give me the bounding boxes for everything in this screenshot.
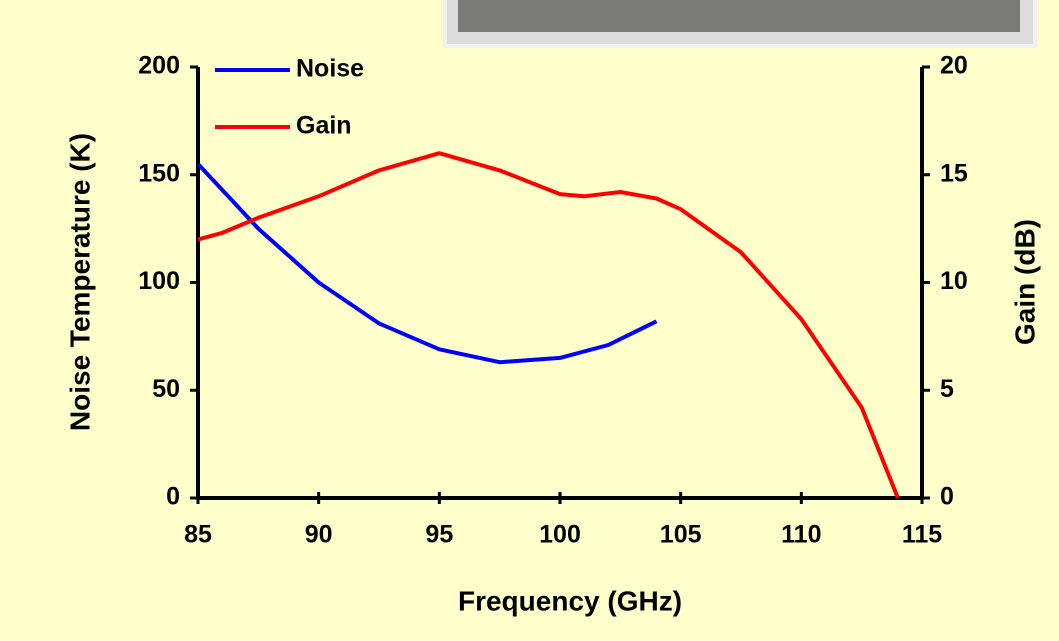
x-tick-label: 85 xyxy=(184,521,212,549)
x-tick-label: 115 xyxy=(902,521,942,549)
y-tick-label: 0 xyxy=(166,483,180,511)
y-tick-label: 50 xyxy=(152,375,180,403)
y2-tick-label: 15 xyxy=(940,159,968,187)
x-axis-label: Frequency (GHz) xyxy=(458,585,682,616)
photo xyxy=(458,0,1020,32)
y2-tick-label: 5 xyxy=(940,375,954,403)
x-tick-label: 95 xyxy=(425,521,453,549)
x-tick-label: 110 xyxy=(781,521,821,549)
legend-label: Gain xyxy=(296,112,352,140)
y-tick-label: 200 xyxy=(138,52,180,80)
line-series xyxy=(196,162,658,365)
legend-label: Noise xyxy=(296,55,364,83)
y-tick-label: 100 xyxy=(138,267,180,295)
y2-tick-label: 0 xyxy=(940,483,954,511)
x-tick-label: 90 xyxy=(305,521,333,549)
y2-axis-label: Gain (dB) xyxy=(1009,219,1040,345)
y2-tick-label: 20 xyxy=(940,52,968,80)
line-series xyxy=(197,151,900,499)
y2-tick-label: 10 xyxy=(940,267,968,295)
x-tick-label: 105 xyxy=(660,521,702,549)
y-tick-label: 150 xyxy=(138,159,180,187)
y-axis-label: Noise Temperature (K) xyxy=(64,133,95,431)
x-tick-label: 100 xyxy=(539,521,581,549)
